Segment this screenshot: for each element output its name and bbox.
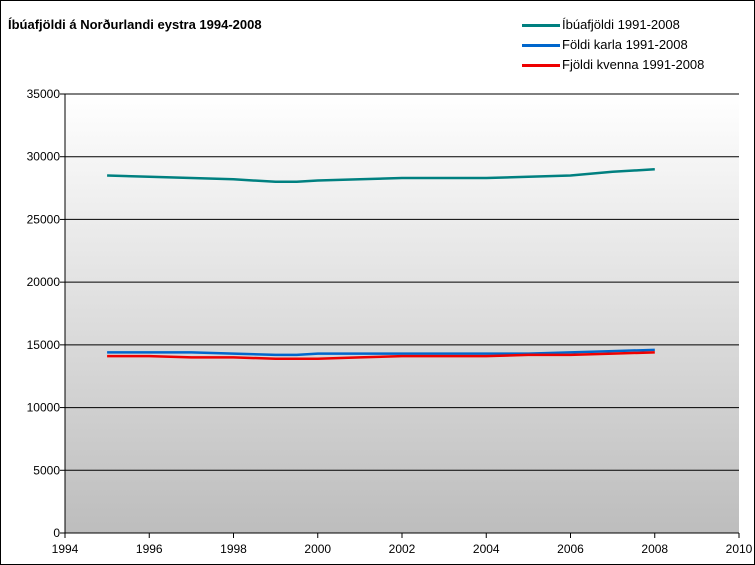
x-tick-label: 1994	[52, 542, 79, 556]
x-tick-label: 1998	[220, 542, 247, 556]
x-tick-label: 2010	[726, 542, 753, 556]
legend-swatch-women	[522, 64, 560, 67]
x-tick-label: 2008	[641, 542, 668, 556]
legend-label-women: Fjöldi kvenna 1991-2008	[562, 57, 705, 72]
y-tick-label: 35000	[27, 87, 61, 101]
x-tick-label: 2000	[304, 542, 331, 556]
x-tick-label: 1996	[136, 542, 163, 556]
series-line-0	[107, 168, 655, 184]
y-tick-label: 20000	[27, 275, 61, 289]
x-tick-label: 2004	[473, 542, 500, 556]
legend-swatch-total	[522, 24, 560, 27]
y-tick-label: 5000	[33, 463, 60, 477]
legend-label-men: Földi karla 1991-2008	[562, 37, 688, 52]
y-tick-label: 10000	[27, 401, 61, 415]
chart-title: Íbúafjöldi á Norðurlandi eystra 1994-200…	[8, 17, 262, 32]
plot-area	[65, 94, 739, 533]
x-tick-label: 2002	[389, 542, 416, 556]
series-line-1	[107, 348, 655, 357]
x-tick-label: 2006	[557, 542, 584, 556]
legend-label-total: Íbúafjöldi 1991-2008	[562, 17, 680, 32]
y-tick-label: 30000	[27, 150, 61, 164]
series-line-2	[107, 351, 655, 360]
y-tick-label: 25000	[27, 212, 61, 226]
y-tick-label: 0	[53, 526, 60, 540]
legend-swatch-men	[522, 44, 560, 47]
y-tick-label: 15000	[27, 338, 61, 352]
